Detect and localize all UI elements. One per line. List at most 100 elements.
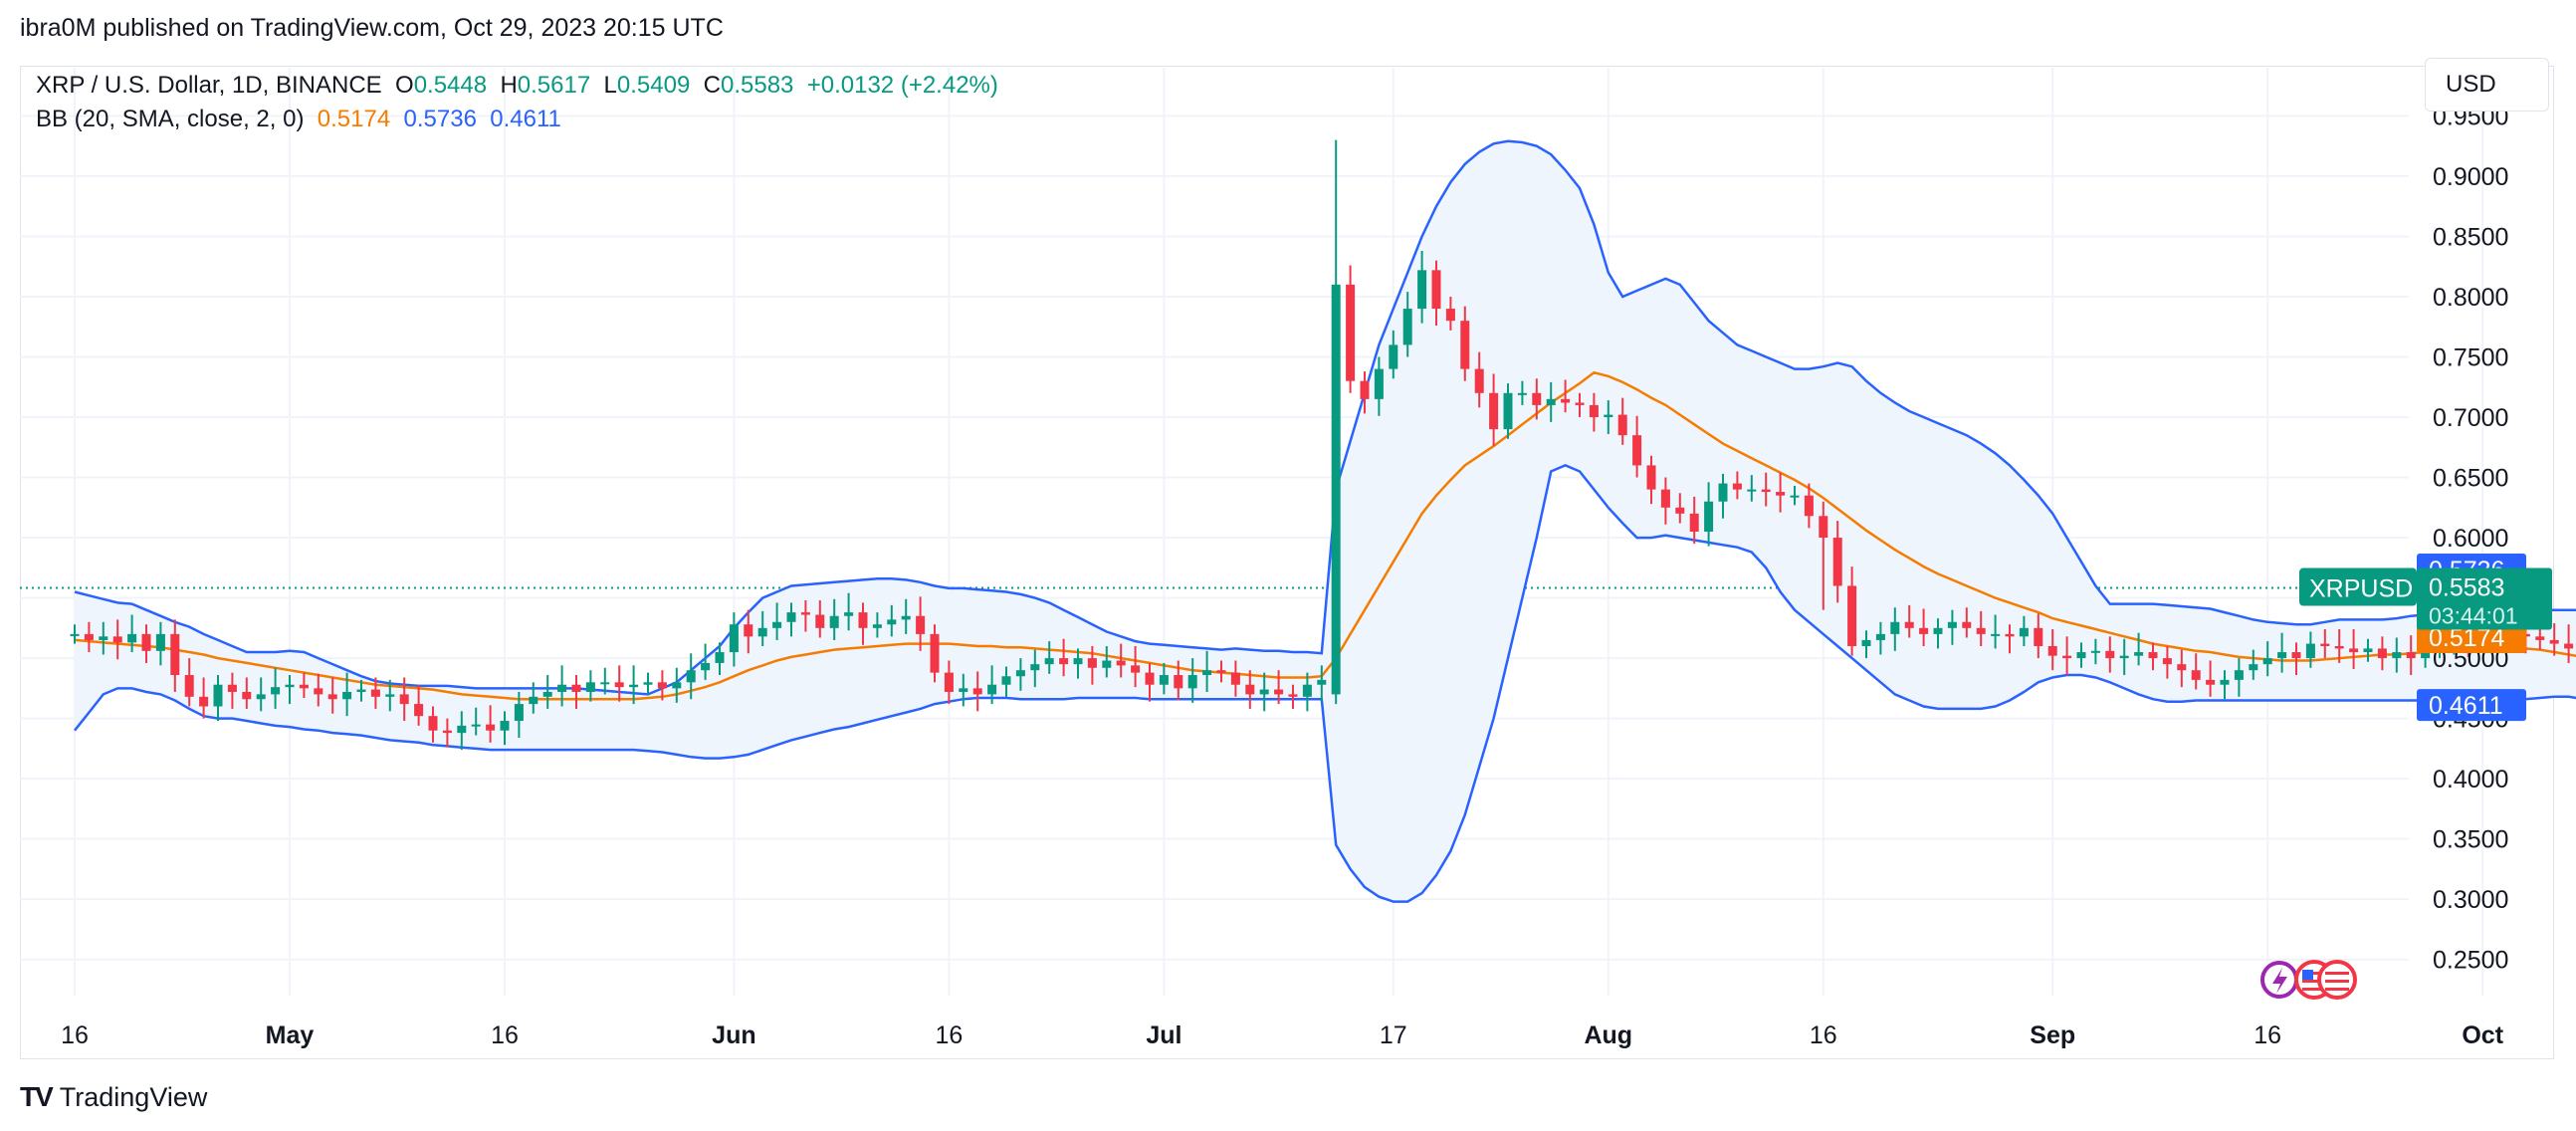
candle-body [213,684,223,707]
candle-body [414,704,424,717]
candle-body [1890,621,1900,634]
y-tick-label: 0.2500 [2433,947,2508,975]
x-tick-label: 16 [935,1021,963,1049]
x-tick-label: Sep [2030,1021,2075,1049]
candle-body [1346,284,1356,381]
y-tick-label: 0.7000 [2433,404,2508,432]
candle-body [1919,627,1929,634]
candle-body [227,684,237,692]
candle-body [2206,679,2216,685]
candle-body [2005,633,2015,637]
candle-body [672,682,682,689]
published-caption: ibra0M published on TradingView.com, Oct… [20,14,724,42]
candle-body [2349,648,2359,653]
candle-body [399,694,409,705]
candle-body [1804,495,1814,517]
candle-body [1216,670,1226,673]
candle-body [1575,402,1585,405]
footer-brand[interactable]: TV TradingView [20,1081,207,1113]
candle-body [1675,507,1685,514]
candle-body [757,627,767,637]
x-tick-label: 17 [1380,1021,1407,1049]
event-icons [2260,960,2357,1000]
bb-label: BB (20, SMA, close, 2, 0) [36,106,305,132]
badge-countdown: 03:44:01 [2429,603,2518,629]
candle-body [2291,652,2301,659]
candle-body [901,615,911,620]
candle-body [2305,643,2315,659]
candle-body [2234,670,2244,680]
candle-body [1087,658,1097,668]
candle-body [2334,645,2344,649]
candle-body [2019,627,2029,637]
badge-lower: 0.4611 [2429,692,2503,720]
candle-body [729,624,739,653]
candle-body [987,684,997,695]
candle-body [1976,627,1986,634]
candle-body [2191,670,2201,680]
candle-body [1875,633,1885,640]
candle-body [916,615,926,634]
candle-body [2564,643,2574,649]
candle-body [1259,689,1269,695]
symbol-title: XRP / U.S. Dollar, 1D, BINANCE [36,72,382,99]
y-tick-label: 0.3000 [2433,886,2508,914]
candle-body [299,684,309,689]
band-area [75,140,2576,902]
candle-body [1704,501,1714,532]
candle-body [944,672,954,692]
candle-body [1202,670,1212,676]
candle-body [514,704,524,722]
footer-brand-name: TradingView [59,1081,208,1112]
candle-body [442,730,452,734]
candle-body [2177,664,2187,671]
y-tick-label: 0.8500 [2433,223,2508,251]
candle-body [170,633,180,676]
candle-body [657,682,667,689]
candle-body [2535,636,2545,640]
candle-body [1288,694,1298,697]
candle-body [1819,516,1828,539]
candle-body [1001,676,1011,685]
badge-symbol: XRPUSD [2309,575,2413,603]
candle-body [1274,689,1284,695]
candle-body [199,696,209,707]
candle-body [2034,627,2043,646]
candle-body [1116,660,1126,666]
candle-body [1632,435,1642,466]
candle-body [1933,627,1943,634]
candle-body [844,612,854,616]
candle-body [701,662,711,671]
currency-button[interactable]: USD [2425,58,2549,112]
candle-body [2062,655,2072,659]
candle-body [1604,414,1613,418]
bb-lower-value: 0.4611 [490,106,561,132]
candle-body [2148,652,2158,659]
y-tick-label: 0.6000 [2433,525,2508,553]
candle-body [1030,664,1040,671]
candle-body [1245,684,1255,695]
candle-body [858,612,868,628]
candle-body [457,725,467,734]
candle-body [184,675,194,697]
y-tick-label: 0.7500 [2433,343,2508,371]
candle-body [744,624,753,637]
candle-body [686,670,696,683]
candle-body [1991,633,2001,636]
candle-body [327,694,337,700]
lightning-bolt-icon [2272,968,2287,994]
low-value: 0.5409 [616,72,691,99]
bb-basis-line [74,370,2576,701]
badge-last: 0.5583 [2429,574,2504,602]
candle-body [715,652,725,663]
candle-body [127,633,137,643]
candle-body [1832,538,1842,586]
candle-body [1174,675,1183,689]
candle-body [1847,585,1857,646]
candle-body [2090,650,2100,653]
x-tick-label: Jun [712,1021,755,1049]
candle-body [1546,398,1556,405]
candle-body [1374,368,1384,399]
